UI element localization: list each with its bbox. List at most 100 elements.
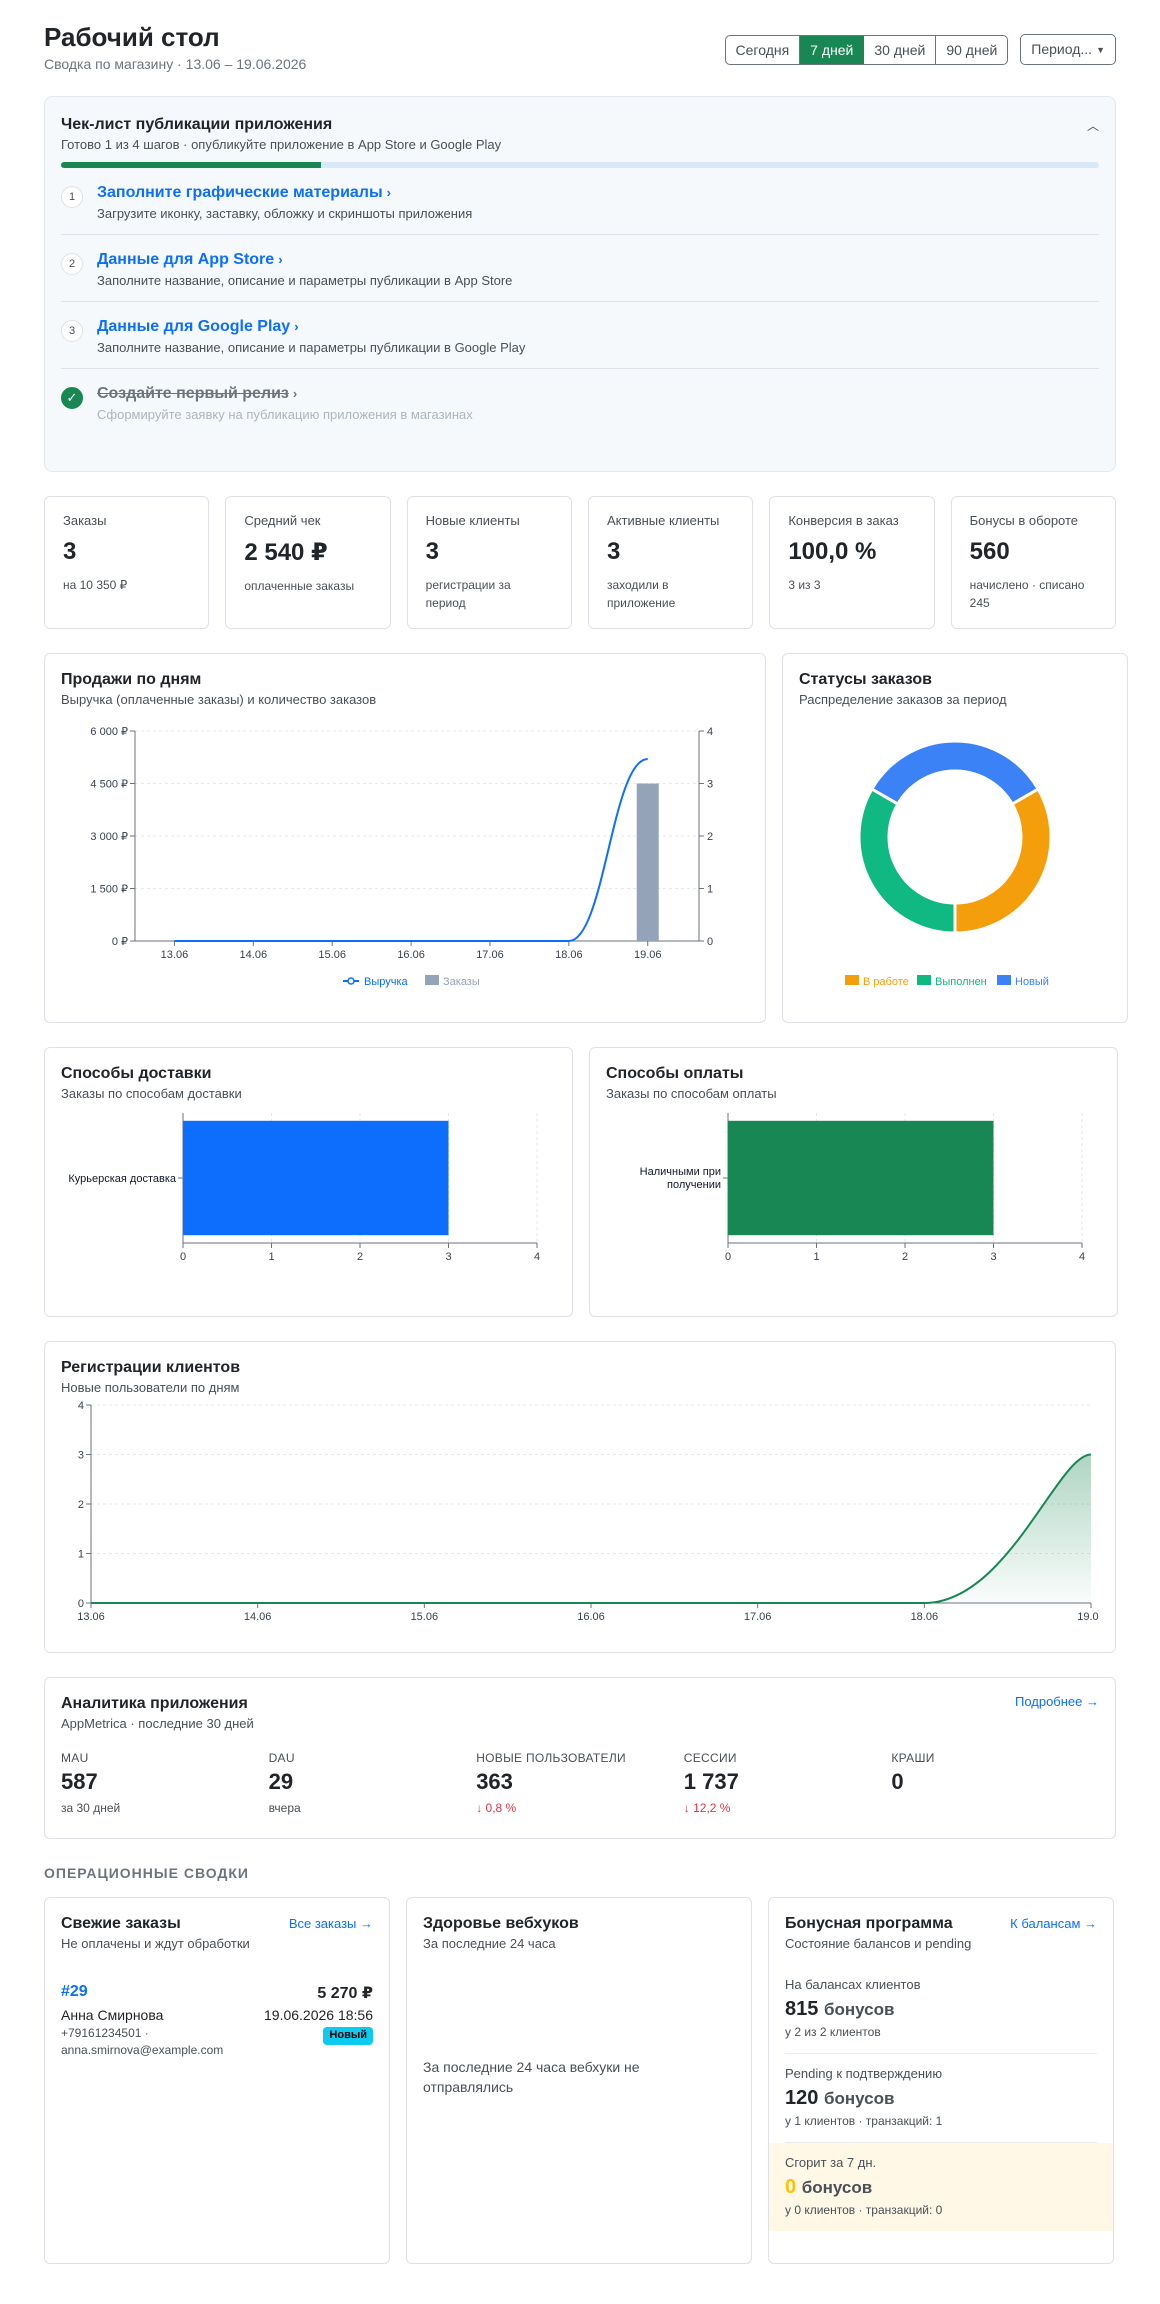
chevron-right-icon: › [292, 386, 298, 401]
metric-sessions: СЕССИИ 1 737 ↓ 12,2 % [684, 1751, 892, 1815]
metric-crashes: КРАШИ 0 [891, 1751, 1099, 1815]
y-left-tick-label: 0 ₽ [112, 936, 128, 948]
metric-value: 363 [476, 1769, 513, 1794]
all-orders-link[interactable]: Все заказы → [288, 1916, 373, 1931]
payment-chart-title: Способы оплаты [606, 1065, 744, 1082]
x-tick-label: 2 [902, 1251, 908, 1263]
x-tick-label: 19.06 [1077, 1611, 1099, 1623]
registrations-area [91, 1454, 1091, 1603]
kpi-label: Заказы [63, 513, 107, 528]
checklist-step[interactable]: ✓ Создайте первый релиз › Сформируйте зая… [61, 369, 1099, 436]
x-tick-label: 14.06 [240, 949, 268, 961]
bonus-expiring-label: Сгорит за 7 дн. [785, 2155, 877, 2170]
y-tick-label: 4 [78, 1400, 84, 1412]
bonus-program-card: Бонусная программа Состояние балансов и … [768, 1897, 1114, 2264]
kpi-value: 2 540 ₽ [244, 539, 328, 566]
legend-swatch-orders [425, 975, 439, 985]
step-description: Загрузите иконку, заставку, обложку и ск… [97, 206, 473, 221]
y-tick-label: 2 [78, 1499, 84, 1511]
kpi-note: регистрации за период [425, 578, 511, 610]
y-left-tick-label: 4 500 ₽ [90, 779, 128, 791]
x-tick-label: 0 [725, 1251, 731, 1263]
caret-down-icon: ▼ [1096, 45, 1105, 56]
step-number: 2 [61, 253, 83, 275]
x-tick-label: 19.06 [634, 949, 662, 961]
balances-link[interactable]: К балансам → [1010, 1916, 1097, 1931]
metric-mau: MAU 587 за 30 дней [61, 1751, 269, 1815]
checklist-progress-bar [61, 162, 1099, 168]
legend-label: Новый [1015, 976, 1049, 988]
metric-trend-down: ↓ 0,8 % [476, 1801, 517, 1815]
bonus-pending-block: Pending к подтверждению 120 бонусов у 1 … [785, 2054, 1097, 2143]
donut-slice [869, 739, 1041, 807]
bonus-expiring-note: у 0 клиентов · транзакций: 0 [785, 2203, 943, 2217]
metric-value: 1 737 [683, 1769, 739, 1794]
page-header: Рабочий стол Сводка по магазину · 13.06 … [44, 22, 1116, 86]
kpi-note: на 10 350 ₽ [63, 578, 128, 592]
step-title-link[interactable]: Заполните графические материалы [97, 184, 383, 201]
x-tick-label: 1 [813, 1251, 819, 1263]
metric-value: 29 [268, 1769, 294, 1794]
kpi-note: заходили в приложение [606, 578, 676, 610]
checklist-step[interactable]: 2 Данные для App Store › Заполните назван… [61, 235, 1099, 302]
x-tick-label: 4 [1079, 1251, 1085, 1263]
kpi-label: Новые клиенты [425, 513, 520, 528]
x-tick-label: 17.06 [744, 1611, 772, 1623]
sales-chart-card: Продажи по дням Выручка (оплаченные зака… [44, 653, 766, 1023]
x-tick-label: 14.06 [244, 1611, 272, 1623]
registrations-chart: 0 1 2 3 4 13.06 14.06 15.06 16.06 17.06 18.06 19.06 [77, 1400, 1105, 1623]
period-dropdown-button[interactable]: Период... ▼ [1020, 34, 1116, 66]
x-tick-label: 13.06 [77, 1611, 105, 1623]
order-item[interactable]: #29 5 270 ₽ Анна Смирнова 19.06.2026 18:… [61, 1983, 373, 2059]
y-tick-label: Курьерская доставка [68, 1173, 177, 1185]
kpi-card-new-clients: Новые клиенты 3 регистрации за период [406, 496, 572, 629]
range-30-days-button[interactable]: 30 дней [864, 35, 937, 64]
analytics-details-link[interactable]: Подробнее → [1014, 1694, 1099, 1709]
kpi-value: 3 [606, 538, 621, 565]
order-id-link[interactable]: #29 [61, 1983, 88, 2000]
step-title-link[interactable]: Данные для App Store [97, 251, 275, 268]
chevron-up-icon[interactable]: ︿ [1086, 119, 1099, 133]
bonus-pending-note: у 1 клиентов · транзакций: 1 [785, 2114, 943, 2128]
payment-chart-subtitle: Заказы по способам оплаты [606, 1086, 777, 1101]
checklist-step[interactable]: 3 Данные для Google Play › Заполните назв… [61, 302, 1099, 369]
kpi-card-orders: Заказы 3 на 10 350 ₽ [44, 496, 210, 629]
step-title-link[interactable]: Данные для Google Play [97, 318, 291, 335]
bonus-subtitle: Состояние балансов и pending [785, 1936, 972, 1951]
y-right-tick-label: 1 [707, 884, 713, 896]
kpi-value: 560 [969, 538, 1010, 565]
kpi-card-avg-check: Средний чек 2 540 ₽ оплаченные заказы [225, 496, 391, 629]
kpi-row: Заказы 3 на 10 350 ₽ Средний чек 2 540 ₽… [44, 496, 1116, 629]
bonus-unit: бонусов [823, 2089, 895, 2108]
step-title-link[interactable]: Создайте первый релиз [97, 385, 289, 402]
x-tick-label: 0 [180, 1251, 186, 1263]
status-donut-chart: В работе Выполнен Новый [845, 739, 1053, 988]
period-label: Период... [1031, 41, 1093, 57]
recent-orders-subtitle: Не оплачены и ждут обработки [61, 1936, 250, 1951]
legend-label: Выручка [364, 976, 409, 988]
status-chart-title: Статусы заказов [799, 671, 932, 688]
donut-slice [953, 786, 1053, 935]
metric-label: DAU [268, 1751, 295, 1765]
y-tick-label: 1 [78, 1549, 84, 1561]
metric-value: 0 [891, 1769, 904, 1794]
recent-orders-card: Свежие заказы Не оплачены и ждут обработ… [44, 1897, 390, 2264]
legend-label: Заказы [443, 976, 480, 988]
x-tick-label: 2 [357, 1251, 363, 1263]
kpi-card-active-clients: Активные клиенты 3 заходили в приложение [587, 496, 754, 629]
app-analytics-card: Аналитика приложения AppMetrica · послед… [44, 1677, 1116, 1839]
range-90-days-button[interactable]: 90 дней [946, 41, 998, 58]
metric-label: СЕССИИ [683, 1751, 737, 1765]
status-chart-card: Статусы заказов Распределение заказов за… [782, 653, 1128, 1023]
x-tick-label: 3 [445, 1251, 451, 1263]
checklist-title: Чек-лист публикации приложения [61, 116, 333, 133]
metric-label: КРАШИ [891, 1751, 935, 1765]
checklist-step[interactable]: 1 Заполните графические материалы › Загру… [61, 168, 1099, 235]
range-7-days-button[interactable]: 7 дней [800, 35, 865, 64]
chevron-right-icon: › [278, 252, 283, 267]
order-contact: +79161234501 · anna.smirnova@example.com [61, 2026, 224, 2057]
x-tick-label: 3 [990, 1251, 996, 1263]
range-today-button[interactable]: Сегодня [726, 35, 801, 64]
registrations-chart-title: Регистрации клиентов [61, 1359, 241, 1376]
